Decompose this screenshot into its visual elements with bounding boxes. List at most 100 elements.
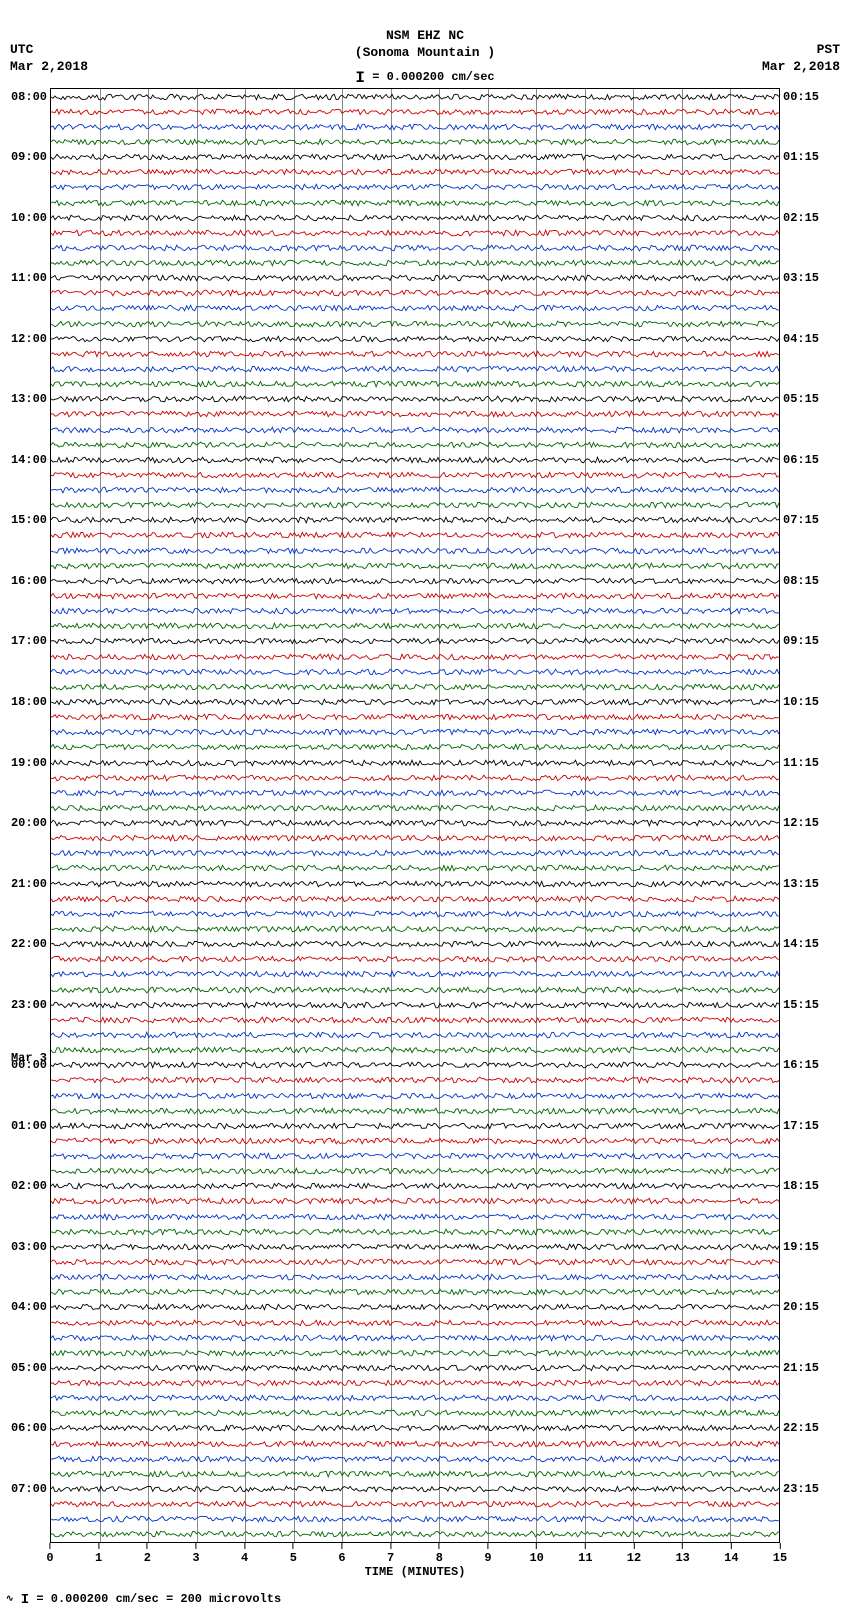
pst-time-label: 20:15 [783, 1300, 819, 1314]
trace-line [51, 471, 779, 479]
x-tick: 13 [675, 1543, 689, 1565]
trace-row [51, 1353, 779, 1354]
trace-row [51, 1383, 779, 1384]
trace-row [51, 1156, 779, 1157]
trace-row [51, 414, 779, 415]
trace-row [51, 1080, 779, 1081]
trace-line [51, 365, 779, 373]
trace-row: 18:0010:15 [51, 702, 779, 703]
trace-row [51, 657, 779, 658]
trace-row [51, 369, 779, 370]
trace-row [51, 1474, 779, 1475]
trace-line [51, 895, 779, 903]
trace-row: 21:0013:15 [51, 884, 779, 885]
trace-line [51, 516, 779, 524]
trace-line [51, 607, 779, 615]
trace-row [51, 626, 779, 627]
utc-time-label: 23:00 [11, 998, 47, 1012]
station-location: (Sonoma Mountain ) [0, 45, 850, 62]
trace-row [51, 611, 779, 612]
pst-time-label: 00:15 [783, 90, 819, 104]
trace-line [51, 1228, 779, 1236]
trace-line [51, 970, 779, 978]
trace-row [51, 430, 779, 431]
pst-time-label: 16:15 [783, 1058, 819, 1072]
trace-line [51, 1107, 779, 1115]
trace-row [51, 793, 779, 794]
trace-row [51, 596, 779, 597]
trace-row [51, 672, 779, 673]
trace-row [51, 1519, 779, 1520]
x-tick: 8 [436, 1543, 443, 1565]
trace-line [51, 1409, 779, 1417]
trace-line [51, 426, 779, 434]
trace-line [51, 925, 779, 933]
trace-line [51, 1349, 779, 1357]
trace-row: 19:0011:15 [51, 763, 779, 764]
utc-time-label: 13:00 [11, 392, 47, 406]
pst-time-label: 08:15 [783, 574, 819, 588]
trace-line [51, 562, 779, 570]
trace-row [51, 263, 779, 264]
trace-line [51, 804, 779, 812]
trace-line [51, 214, 779, 222]
trace-line [51, 910, 779, 918]
trace-row [51, 1217, 779, 1218]
date-rollover-label: Mar 3 [11, 1051, 47, 1065]
trace-line [51, 395, 779, 403]
pst-time-label: 13:15 [783, 877, 819, 891]
trace-row [51, 1050, 779, 1051]
x-tick: 4 [241, 1543, 248, 1565]
pst-time-label: 17:15 [783, 1119, 819, 1133]
trace-line [51, 1515, 779, 1523]
trace-row: 13:0005:15 [51, 399, 779, 400]
x-tick: 9 [484, 1543, 491, 1565]
trace-row [51, 1459, 779, 1460]
x-tick: 1 [95, 1543, 102, 1565]
trace-line [51, 93, 779, 101]
utc-time-label: 12:00 [11, 332, 47, 346]
trace-row [51, 747, 779, 748]
trace-line [51, 622, 779, 630]
trace-row: 08:0000:15 [51, 97, 779, 98]
trace-row [51, 293, 779, 294]
trace-line [51, 456, 779, 464]
trace-line [51, 1061, 779, 1069]
trace-line [51, 1288, 779, 1296]
trace-row [51, 868, 779, 869]
trace-row [51, 203, 779, 204]
trace-row [51, 1338, 779, 1339]
x-tick: 3 [192, 1543, 199, 1565]
trace-row: 09:0001:15 [51, 157, 779, 158]
trace-line [51, 1440, 779, 1448]
trace-row [51, 566, 779, 567]
pst-time-label: 05:15 [783, 392, 819, 406]
trace-line [51, 1334, 779, 1342]
utc-time-label: 11:00 [11, 271, 47, 285]
trace-row [51, 808, 779, 809]
trace-line [51, 834, 779, 842]
trace-line [51, 486, 779, 494]
header: NSM EHZ NC (Sonoma Mountain ) I = 0.0002… [0, 28, 850, 87]
trace-row [51, 551, 779, 552]
utc-time-label: 21:00 [11, 877, 47, 891]
trace-line [51, 592, 779, 600]
pst-time-label: 19:15 [783, 1240, 819, 1254]
x-axis: TIME (MINUTES) 0123456789101112131415 [50, 1543, 780, 1579]
trace-row: 03:0019:15 [51, 1247, 779, 1248]
pst-time-label: 04:15 [783, 332, 819, 346]
trace-line [51, 1303, 779, 1311]
trace-row [51, 1398, 779, 1399]
utc-time-label: 06:00 [11, 1421, 47, 1435]
trace-line [51, 274, 779, 282]
trace-row: 04:0020:15 [51, 1307, 779, 1308]
tz-left-label: UTC [10, 42, 88, 59]
trace-row: 05:0021:15 [51, 1368, 779, 1369]
utc-time-label: 14:00 [11, 453, 47, 467]
trace-line [51, 410, 779, 418]
trace-line [51, 940, 779, 948]
x-tick: 5 [290, 1543, 297, 1565]
trace-line [51, 653, 779, 661]
trace-line [51, 1500, 779, 1508]
trace-row [51, 1141, 779, 1142]
